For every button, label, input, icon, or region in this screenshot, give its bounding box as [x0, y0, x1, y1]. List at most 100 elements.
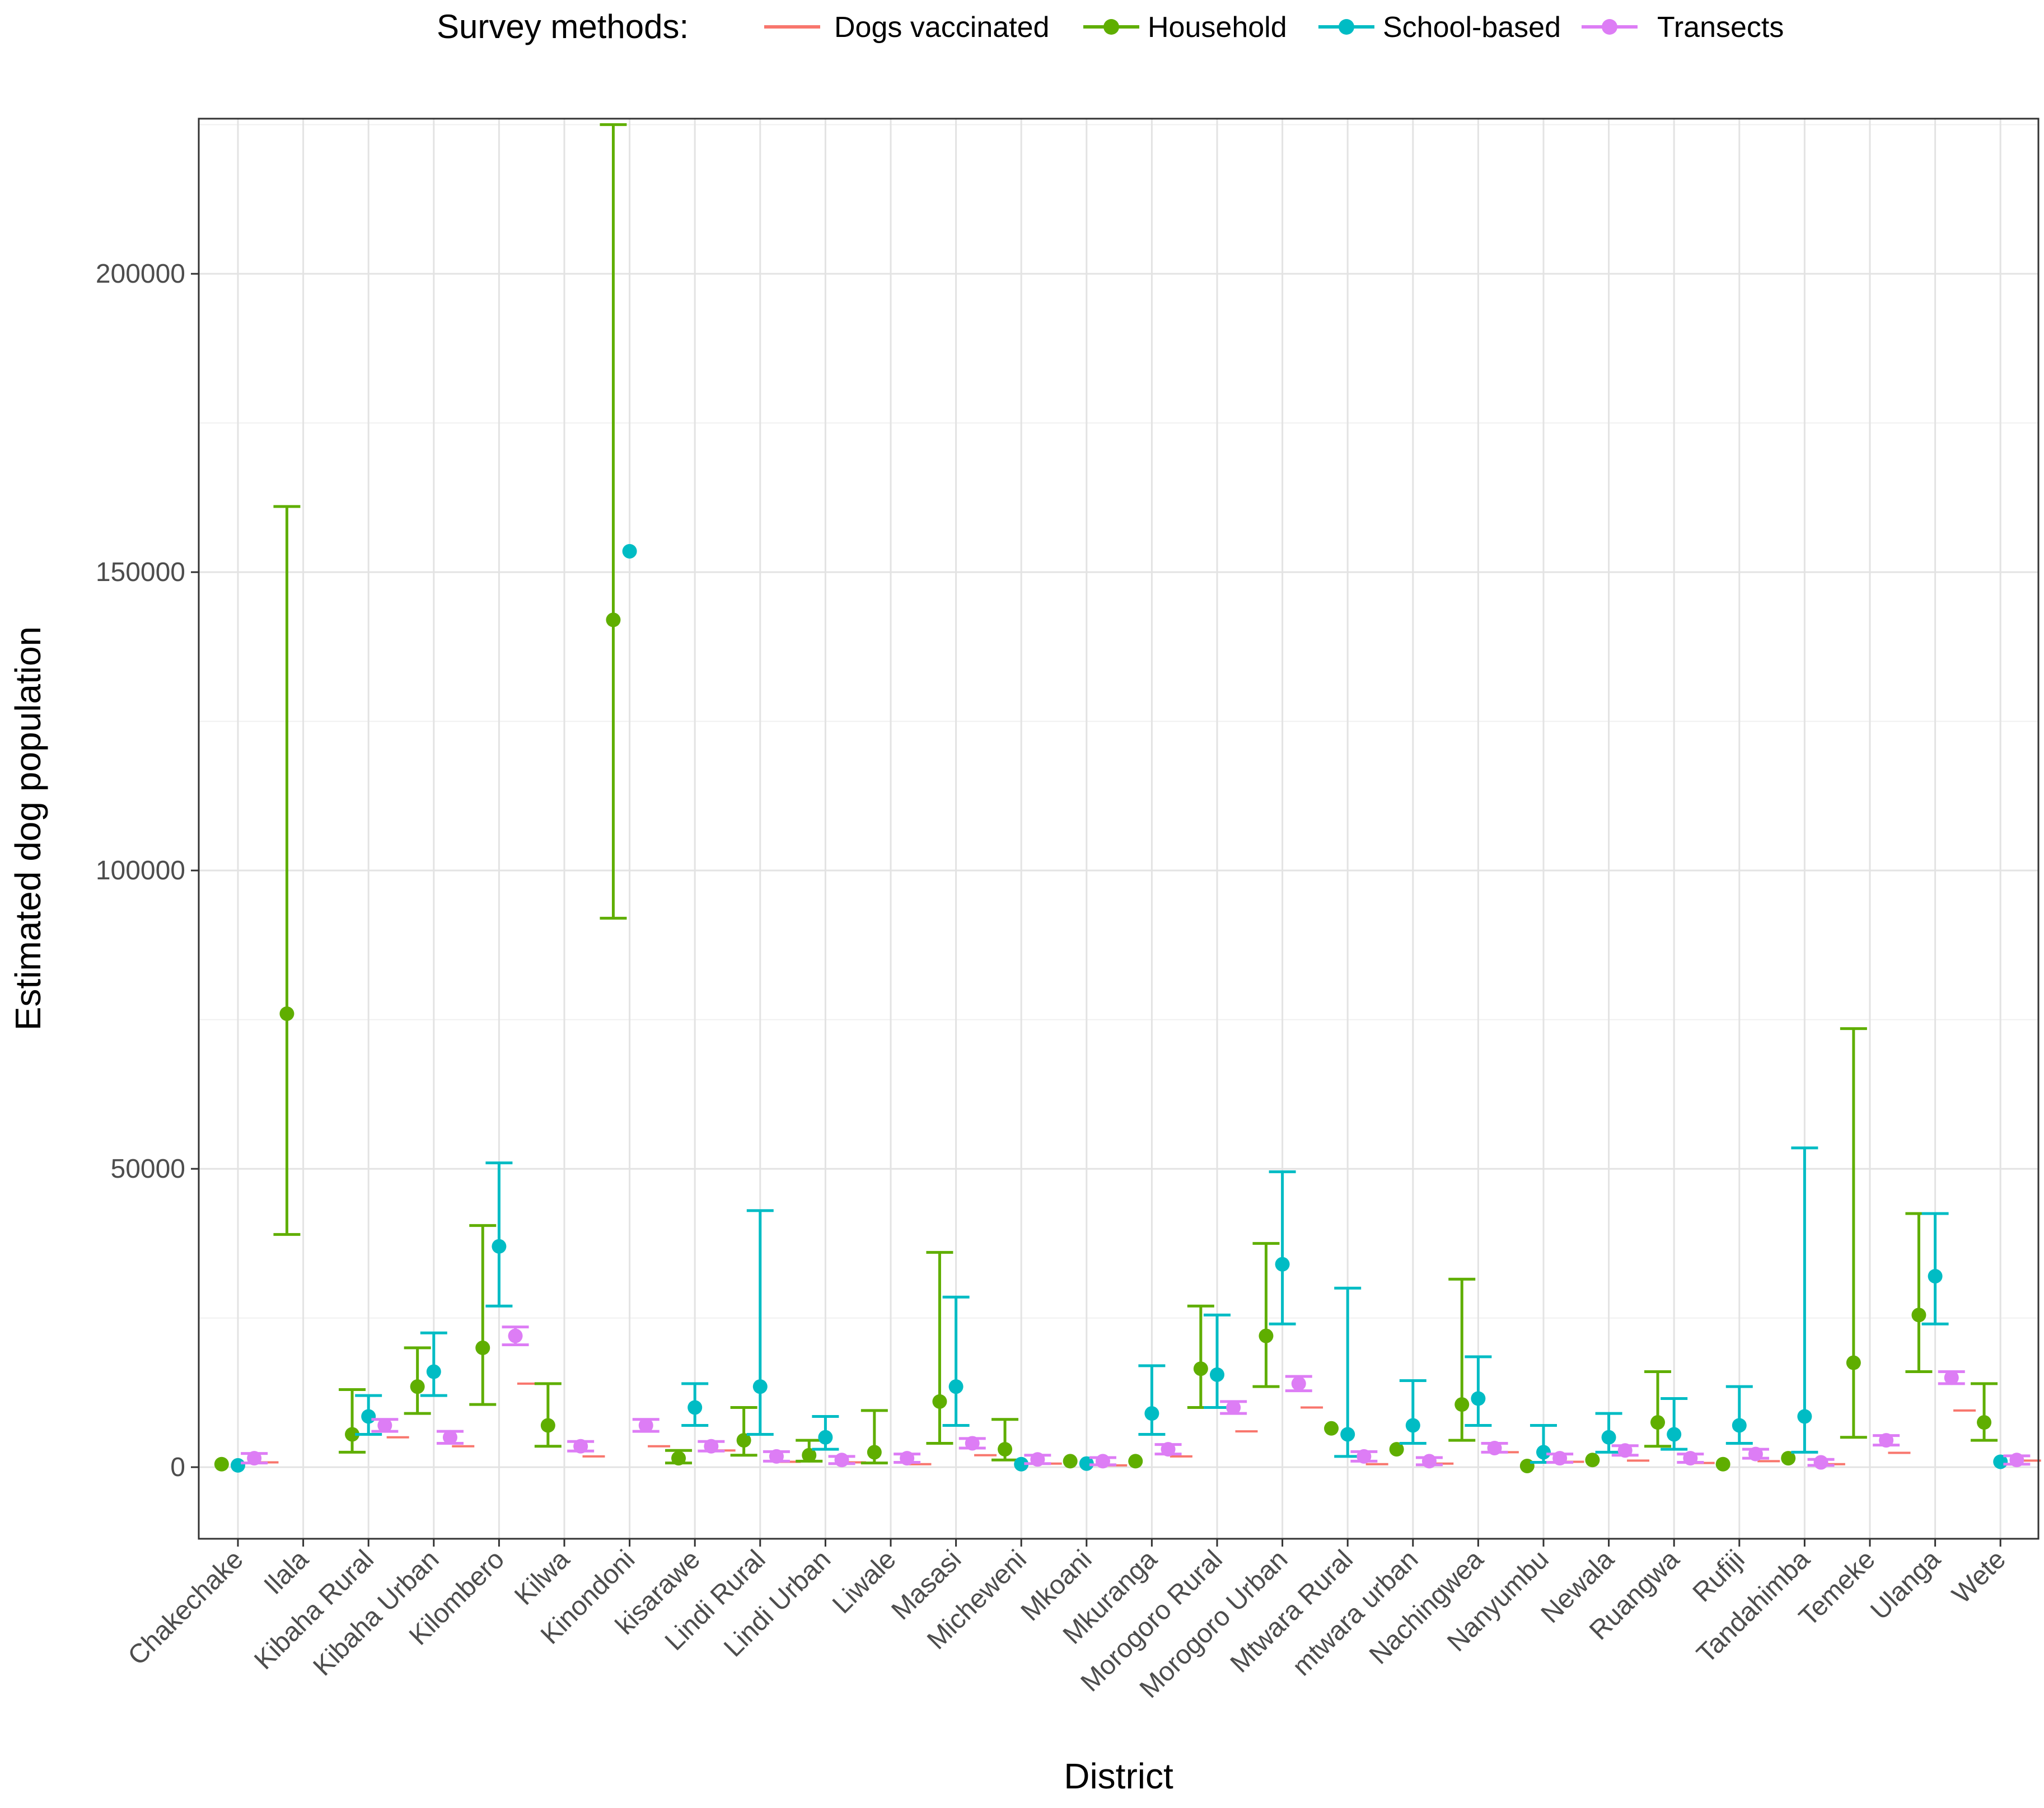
data-point: [1275, 1257, 1290, 1272]
data-point: [508, 1328, 523, 1343]
data-point: [1128, 1454, 1143, 1469]
data-point: [1340, 1427, 1355, 1442]
legend-title: Survey methods:: [437, 8, 689, 45]
data-point: [279, 1006, 294, 1021]
data-point: [1063, 1454, 1078, 1469]
data-point: [1226, 1400, 1241, 1415]
data-point: [1389, 1442, 1404, 1457]
y-tick-label: 0: [170, 1453, 185, 1482]
data-point: [1405, 1418, 1420, 1433]
panel-background: [199, 119, 2038, 1539]
data-point: [426, 1364, 441, 1379]
legend-key-transects-dot: [1602, 19, 1617, 35]
data-point: [247, 1451, 262, 1466]
data-point: [1977, 1415, 1992, 1430]
legend-label-household: Household: [1148, 11, 1287, 44]
data-point: [1095, 1454, 1110, 1469]
data-point: [1210, 1367, 1224, 1382]
series-transects: [241, 1325, 2031, 1470]
data-point: [1324, 1421, 1339, 1436]
legend: Survey methods: Dogs vaccinated Househol…: [437, 8, 1784, 45]
data-marks: [214, 123, 2041, 1473]
data-point: [606, 612, 621, 627]
data-point: [2009, 1453, 2024, 1468]
data-point: [1487, 1440, 1502, 1455]
data-point: [377, 1418, 392, 1433]
data-point: [361, 1409, 376, 1424]
data-point: [231, 1458, 245, 1473]
data-point: [1144, 1406, 1159, 1421]
data-point: [1601, 1430, 1616, 1445]
y-axis-title: Estimated dog population: [8, 626, 48, 1031]
series-household: [214, 123, 1998, 1473]
data-point: [1748, 1446, 1763, 1462]
data-point: [622, 544, 637, 559]
y-axis: 0 50000 100000 150000 200000: [96, 259, 199, 1482]
legend-key-school-based-dot: [1339, 19, 1354, 35]
grid-lines: [199, 119, 2038, 1539]
data-point: [410, 1379, 425, 1394]
data-point: [1650, 1415, 1666, 1430]
legend-key-household-dot: [1103, 19, 1119, 35]
panel-border: [198, 118, 2040, 1540]
data-point: [1552, 1451, 1568, 1466]
data-point: [867, 1445, 882, 1460]
data-point: [638, 1418, 653, 1433]
data-point: [769, 1449, 784, 1464]
data-point: [1014, 1456, 1029, 1472]
data-point: [214, 1456, 229, 1472]
data-point: [442, 1430, 457, 1445]
y-tick-label: 150000: [96, 558, 185, 587]
plot-panel: [198, 118, 2041, 1540]
data-point: [1030, 1452, 1045, 1467]
data-point: [736, 1433, 751, 1448]
data-point: [1161, 1442, 1176, 1457]
data-point: [475, 1340, 490, 1355]
data-point: [818, 1430, 833, 1445]
data-point: [1193, 1361, 1208, 1376]
data-point: [1879, 1433, 1894, 1448]
data-point: [671, 1451, 686, 1466]
legend-label-school-based: School-based: [1383, 11, 1561, 44]
data-point: [1781, 1451, 1796, 1466]
data-point: [1454, 1397, 1470, 1412]
data-point: [1536, 1445, 1551, 1460]
data-point: [834, 1453, 849, 1468]
data-point: [1813, 1455, 1828, 1470]
data-point: [932, 1394, 947, 1409]
data-point: [345, 1427, 360, 1442]
data-point: [1797, 1409, 1812, 1424]
data-point: [948, 1379, 963, 1394]
data-point: [1667, 1427, 1682, 1442]
data-point: [687, 1400, 703, 1415]
data-point: [1471, 1391, 1486, 1406]
data-point: [540, 1418, 555, 1433]
data-point: [1715, 1456, 1730, 1472]
data-point: [1357, 1449, 1372, 1464]
series-school-based: [231, 544, 2008, 1473]
legend-label-dogs-vaccinated: Dogs vaccinated: [834, 11, 1049, 44]
data-point: [1079, 1456, 1094, 1471]
data-point: [492, 1239, 507, 1254]
data-point: [1519, 1458, 1535, 1473]
data-point: [1911, 1308, 1926, 1323]
data-point: [802, 1448, 817, 1463]
data-point: [965, 1436, 980, 1451]
x-axis-title: District: [1064, 1756, 1173, 1796]
data-point: [704, 1439, 719, 1454]
data-point: [573, 1439, 588, 1454]
data-point: [1944, 1370, 1959, 1385]
y-tick-label: 200000: [96, 259, 185, 289]
data-point: [900, 1451, 915, 1466]
data-point: [1683, 1451, 1698, 1466]
y-tick-label: 100000: [96, 856, 185, 886]
data-point: [998, 1442, 1013, 1457]
data-point: [1421, 1454, 1437, 1469]
data-point: [752, 1379, 768, 1394]
data-point: [1617, 1443, 1633, 1458]
data-point: [1732, 1418, 1747, 1433]
data-point: [1291, 1376, 1306, 1391]
legend-label-transects: Transects: [1657, 11, 1784, 44]
y-tick-label: 50000: [111, 1154, 185, 1184]
